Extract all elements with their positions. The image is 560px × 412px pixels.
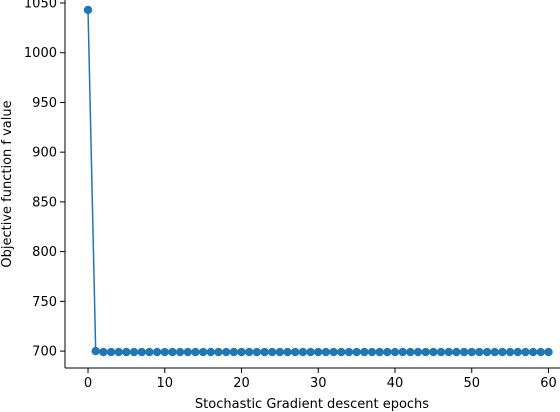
data-point: [475, 347, 484, 357]
data-point: [160, 347, 169, 357]
y-tick-label: 1000: [24, 46, 57, 61]
data-point: [298, 347, 308, 357]
x-tick-label: 0: [84, 376, 92, 391]
data-point: [383, 347, 392, 357]
y-tick-label: 700: [32, 345, 57, 360]
data-point: [106, 347, 116, 357]
axes-spines: [64, 0, 560, 369]
data-point: [321, 347, 331, 357]
data-point: [452, 347, 461, 357]
data-point: [198, 347, 208, 357]
data-point: [390, 347, 400, 357]
data-point: [398, 347, 407, 357]
data-point: [344, 347, 354, 357]
data-point: [244, 347, 254, 357]
data-point: [183, 347, 192, 357]
y-tick-label: 1050: [24, 0, 57, 11]
data-point: [175, 347, 185, 357]
data-point: [329, 347, 338, 357]
data-point: [360, 347, 369, 357]
data-point: [214, 347, 223, 357]
data-point: [137, 347, 146, 357]
data-point: [429, 347, 438, 357]
data-point: [544, 347, 553, 357]
data-point: [206, 347, 216, 357]
data-point: [513, 347, 522, 357]
data-point: [83, 5, 93, 15]
x-tick-label: 10: [156, 376, 173, 391]
data-point: [467, 347, 476, 357]
data-point: [122, 347, 131, 357]
data-point: [536, 347, 546, 357]
y-tick-label: 800: [32, 245, 57, 260]
series-layer: [83, 5, 553, 357]
data-point: [375, 347, 384, 357]
x-tick-label: 20: [233, 376, 250, 391]
y-tick-label: 850: [32, 195, 57, 210]
y-axis-label: Objective function f value: [0, 100, 15, 267]
data-point: [314, 347, 323, 357]
data-point: [221, 347, 231, 357]
data-point: [145, 347, 154, 357]
data-point: [306, 347, 315, 357]
data-point: [260, 347, 269, 357]
data-point: [283, 347, 292, 357]
data-point: [268, 347, 277, 357]
y-tick-label: 950: [32, 96, 57, 111]
data-point: [459, 347, 469, 357]
data-point: [528, 347, 538, 357]
data-point: [237, 347, 246, 357]
data-point: [91, 346, 100, 356]
data-point: [291, 347, 300, 357]
data-point: [444, 347, 453, 357]
data-point: [490, 347, 499, 357]
data-point: [114, 347, 123, 357]
data-point: [152, 347, 162, 357]
x-tick-label: 50: [463, 376, 480, 391]
data-point: [413, 347, 423, 357]
data-point: [505, 347, 515, 357]
data-point: [367, 347, 377, 357]
data-point: [99, 347, 108, 357]
data-point: [229, 347, 239, 357]
data-point: [482, 347, 492, 357]
data-point: [129, 347, 139, 357]
x-axis-label: Stochastic Gradient descent epochs: [195, 397, 429, 412]
data-point: [436, 347, 446, 357]
y-tick-label: 900: [32, 146, 57, 161]
data-point: [521, 347, 530, 357]
data-point: [498, 347, 507, 357]
data-point: [421, 347, 430, 357]
data-point: [191, 347, 200, 357]
y-tick-label: 750: [32, 295, 57, 310]
x-tick-label: 30: [310, 376, 327, 391]
data-point: [252, 347, 262, 357]
data-point: [406, 347, 415, 357]
data-point: [352, 347, 361, 357]
x-tick-label: 60: [540, 376, 557, 391]
ticks-layer: 0 10 20 30 40 50 60 700 750 800 850 900 950 1000 1050: [24, 0, 557, 391]
x-tick-label: 40: [387, 376, 404, 391]
data-point: [337, 347, 346, 357]
series-line: [87, 9, 549, 353]
data-point: [168, 347, 177, 357]
data-point: [275, 347, 285, 357]
